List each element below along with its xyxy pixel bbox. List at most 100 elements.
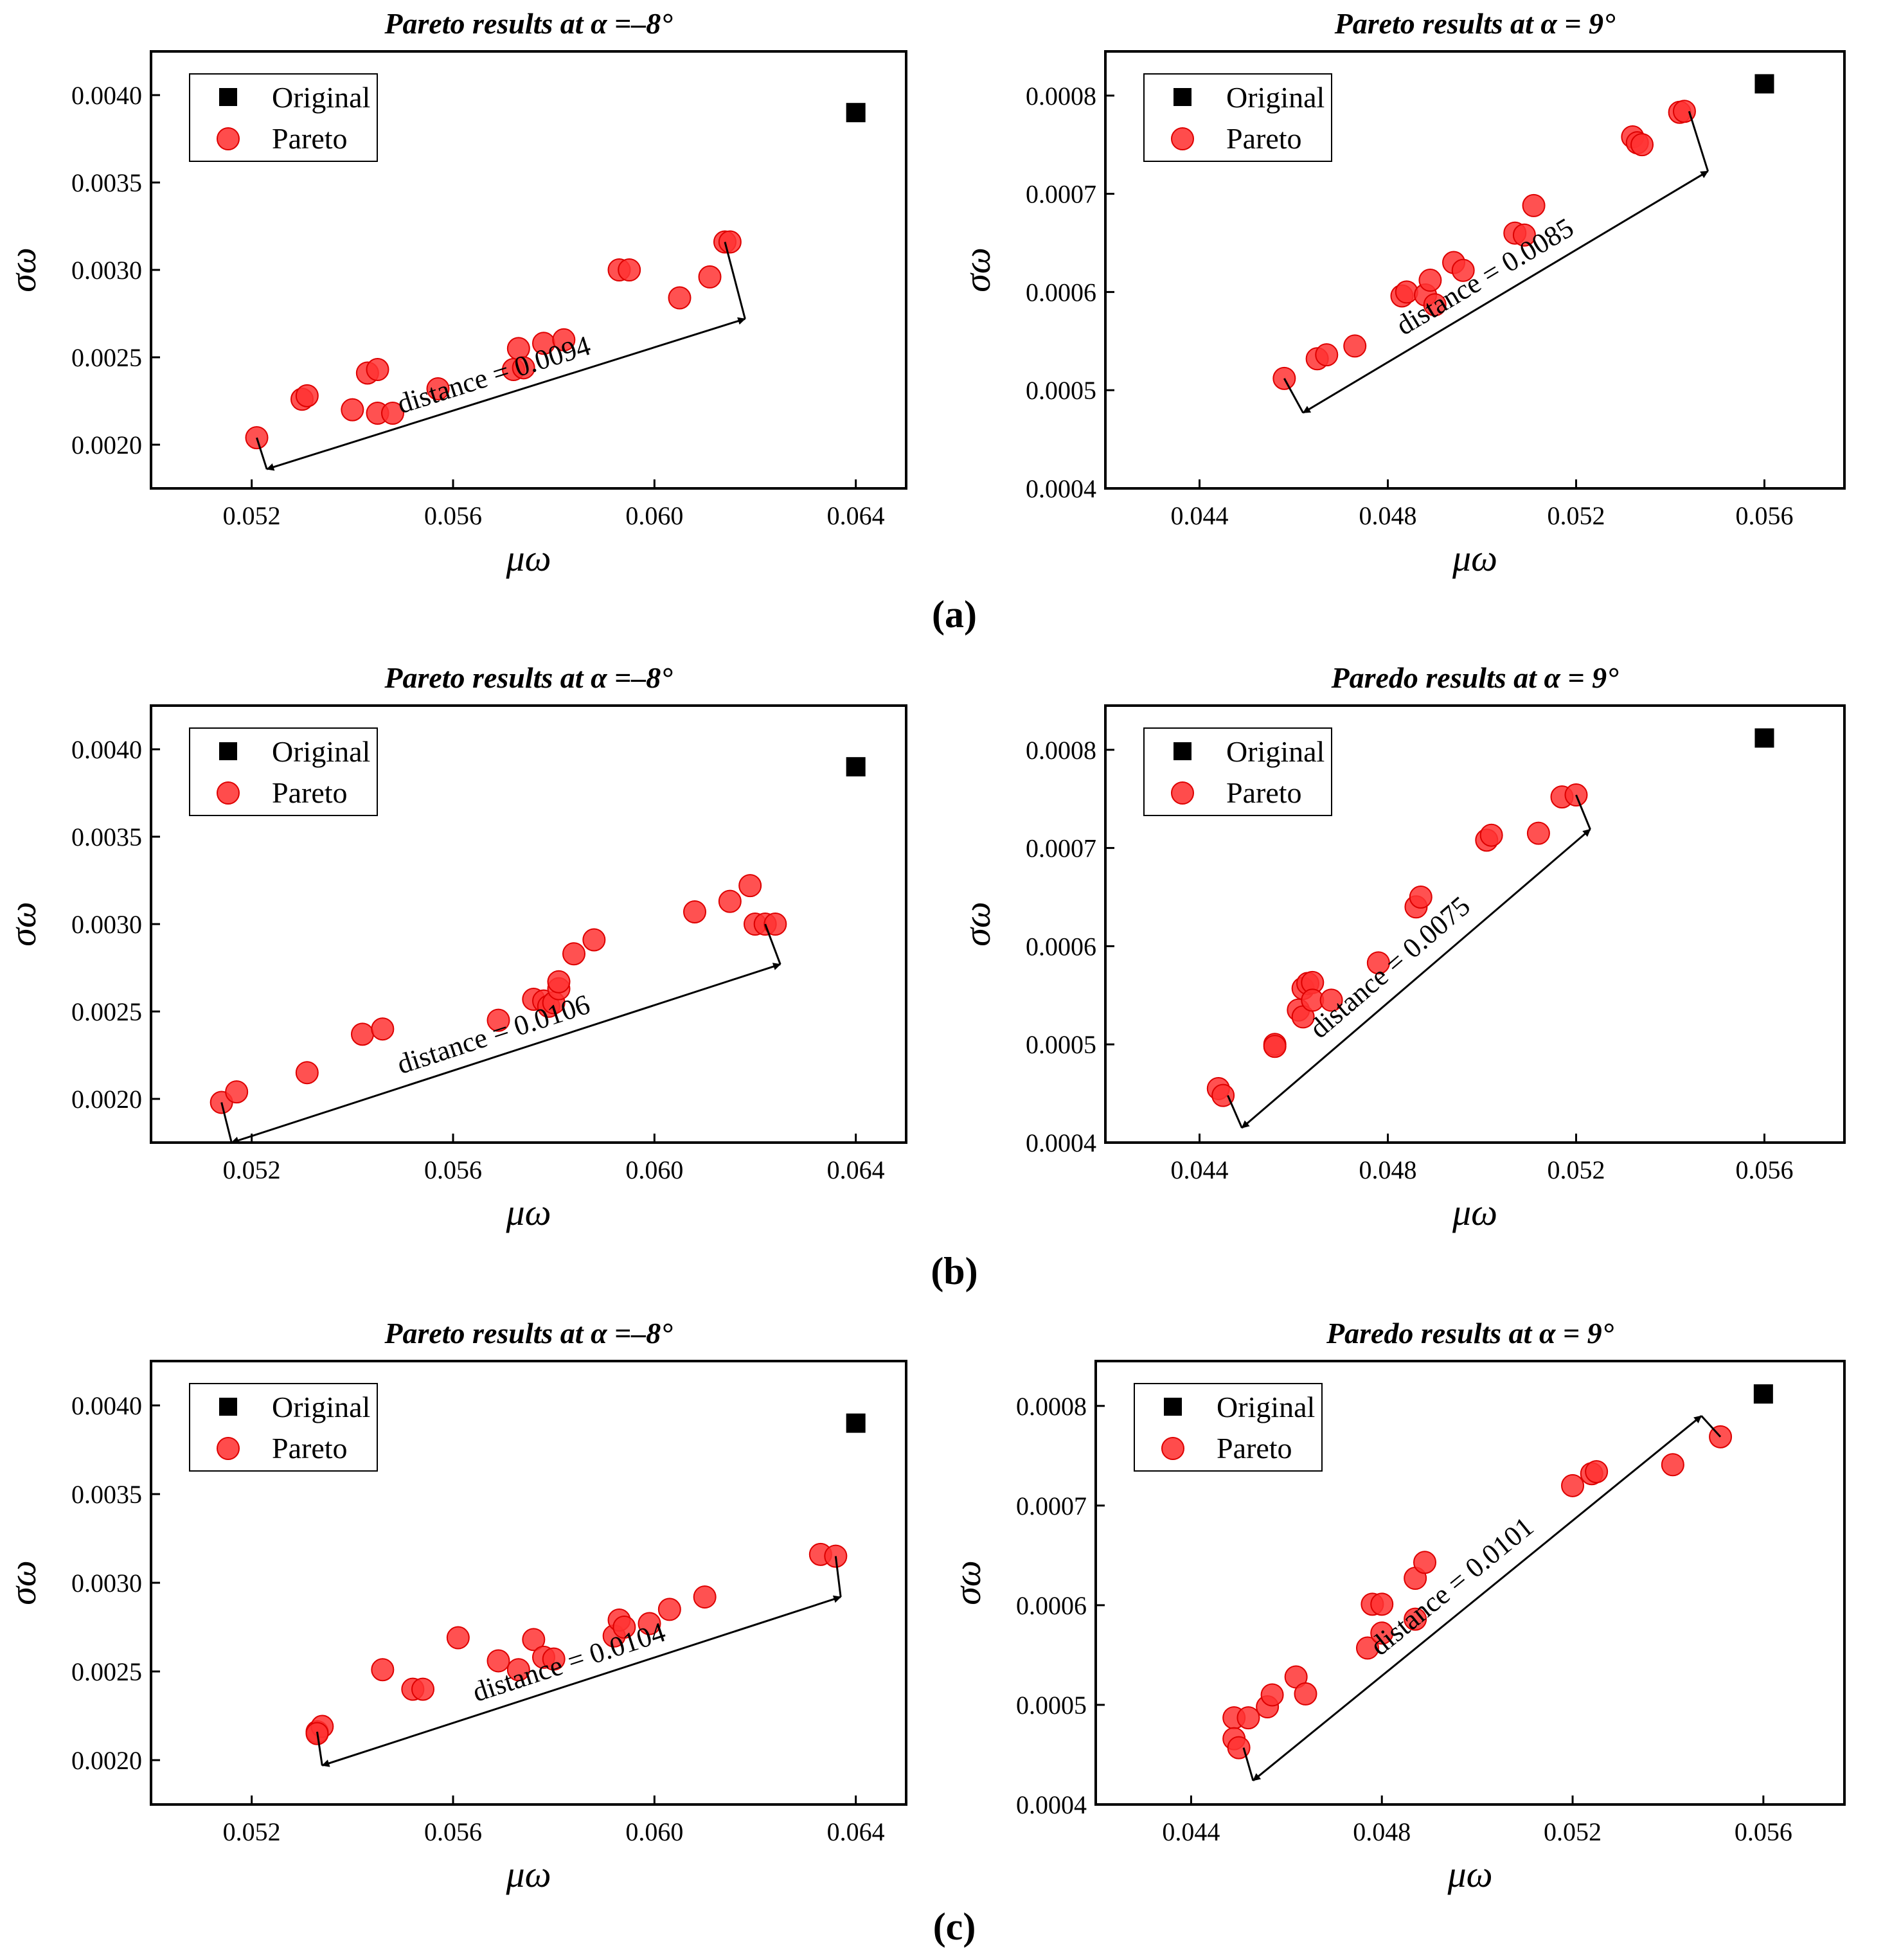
pareto-point xyxy=(341,398,364,422)
y-tick-label: 0.0007 xyxy=(1026,834,1096,863)
y-tick-label: 0.0007 xyxy=(1026,180,1096,209)
plot-frame xyxy=(1104,704,1846,1144)
distance-arrow xyxy=(266,317,746,471)
original-point xyxy=(846,103,866,123)
pareto-point xyxy=(1522,193,1546,217)
y-tick-label: 0.0030 xyxy=(71,910,142,939)
x-tick-label: 0.060 xyxy=(625,1155,683,1184)
pareto-point xyxy=(1413,1551,1437,1574)
y-tick-label: 0.0004 xyxy=(1016,1790,1087,1819)
pareto-point xyxy=(1260,1683,1284,1707)
pareto-point xyxy=(1630,133,1654,157)
pareto-point xyxy=(1370,1592,1394,1616)
legend-pareto-marker xyxy=(1171,127,1194,150)
plot-frame xyxy=(1094,1360,1846,1806)
distance-extension-line xyxy=(724,242,746,319)
pareto-point xyxy=(718,230,742,254)
legend-original-label: Original xyxy=(272,81,370,114)
y-tick-label: 0.0020 xyxy=(71,1746,142,1775)
legend-original-label: Original xyxy=(272,1391,370,1423)
y-tick-label: 0.0006 xyxy=(1026,932,1096,961)
distance-label: distance = 0.0094 xyxy=(393,330,594,420)
x-tick-label: 0.056 xyxy=(424,501,482,530)
distance-extension-line xyxy=(1688,111,1709,172)
plot-frame xyxy=(1104,50,1846,490)
legend-original-label: Original xyxy=(1226,81,1325,114)
legend-original-label: Original xyxy=(1217,1391,1315,1423)
distance-extension-line xyxy=(1242,1747,1254,1781)
y-tick-label: 0.0020 xyxy=(71,431,142,459)
legend-original-label: Original xyxy=(272,735,370,768)
pareto-point xyxy=(351,1022,374,1046)
x-tick-label: 0.064 xyxy=(827,501,885,530)
chart-title: Pareto results at α = 9° xyxy=(1334,7,1616,40)
x-axis-label: μω xyxy=(505,1853,551,1895)
pareto-point xyxy=(582,928,606,952)
pareto-point xyxy=(1263,1035,1287,1058)
pareto-point xyxy=(295,1061,319,1085)
y-tick-label: 0.0030 xyxy=(71,1569,142,1598)
chart-panel-b-left: Pareto results at α =–8° 0.052 0.056 0.060 0… xyxy=(2,661,907,1233)
distance-arrow xyxy=(1241,828,1591,1129)
x-axis-label: μω xyxy=(505,1191,551,1233)
y-axis-label: σω xyxy=(947,1560,988,1605)
chart-title: Pareto results at α =–8° xyxy=(384,1317,673,1350)
pareto-point xyxy=(371,1017,395,1041)
y-tick-label: 0.0005 xyxy=(1016,1691,1087,1720)
pareto-point xyxy=(1479,823,1503,847)
distance-extension-line xyxy=(1575,794,1591,830)
original-point xyxy=(1753,1384,1773,1404)
x-tick-label: 0.056 xyxy=(1735,1155,1793,1184)
pareto-point xyxy=(1526,821,1550,845)
legend-pareto-label: Pareto xyxy=(272,776,348,809)
pareto-point xyxy=(668,286,692,310)
x-axis-label: μω xyxy=(1452,1191,1497,1233)
y-axis-label: σω xyxy=(2,1560,44,1605)
pareto-point xyxy=(1661,1453,1684,1477)
pareto-point xyxy=(718,889,742,913)
original-point xyxy=(846,757,866,777)
x-tick-label: 0.060 xyxy=(625,1817,683,1846)
legend-pareto-label: Pareto xyxy=(272,1432,348,1465)
x-tick-label: 0.052 xyxy=(223,501,281,530)
pareto-point xyxy=(295,384,319,407)
y-tick-label: 0.0035 xyxy=(71,1480,142,1509)
legend-original-marker xyxy=(219,742,237,760)
x-axis-label: μω xyxy=(1447,1853,1492,1895)
y-tick-label: 0.0025 xyxy=(71,1657,142,1686)
y-tick-label: 0.0040 xyxy=(71,81,142,110)
pareto-point xyxy=(1585,1460,1609,1484)
x-tick-label: 0.052 xyxy=(223,1155,281,1184)
y-axis-label: σω xyxy=(956,902,998,947)
distance-arrow xyxy=(1252,1415,1702,1781)
x-tick-label: 0.056 xyxy=(424,1155,482,1184)
pareto-point xyxy=(1561,1474,1585,1497)
original-point xyxy=(1754,728,1774,748)
y-tick-label: 0.0006 xyxy=(1026,278,1096,307)
distance-extension-line xyxy=(256,437,268,470)
x-tick-label: 0.052 xyxy=(1547,1155,1605,1184)
pareto-point xyxy=(371,1658,395,1682)
distance-arrow xyxy=(231,963,781,1145)
legend-pareto-marker xyxy=(217,127,240,150)
pareto-point xyxy=(547,970,571,993)
y-tick-label: 0.0004 xyxy=(1026,474,1096,503)
pareto-point xyxy=(411,1677,434,1701)
legend-pareto-marker xyxy=(217,781,240,805)
x-tick-label: 0.064 xyxy=(827,1155,885,1184)
legend-original-marker xyxy=(219,88,237,106)
distance-extension-line xyxy=(834,1556,842,1598)
x-tick-label: 0.052 xyxy=(223,1817,281,1846)
y-tick-label: 0.0008 xyxy=(1026,736,1096,765)
y-tick-label: 0.0025 xyxy=(71,997,142,1026)
legend-pareto-marker xyxy=(217,1437,240,1460)
y-tick-label: 0.0035 xyxy=(71,168,142,197)
pareto-point xyxy=(1409,885,1432,909)
y-tick-label: 0.0005 xyxy=(1026,1030,1096,1059)
x-tick-label: 0.056 xyxy=(1735,1817,1792,1846)
x-tick-label: 0.044 xyxy=(1170,1155,1228,1184)
distance-arrow xyxy=(1302,170,1709,414)
chart-panel-a-left: Pareto results at α =–8° 0.052 0.056 0.060 0… xyxy=(2,7,907,579)
pareto-point xyxy=(1236,1706,1260,1730)
y-tick-label: 0.0007 xyxy=(1016,1492,1087,1520)
